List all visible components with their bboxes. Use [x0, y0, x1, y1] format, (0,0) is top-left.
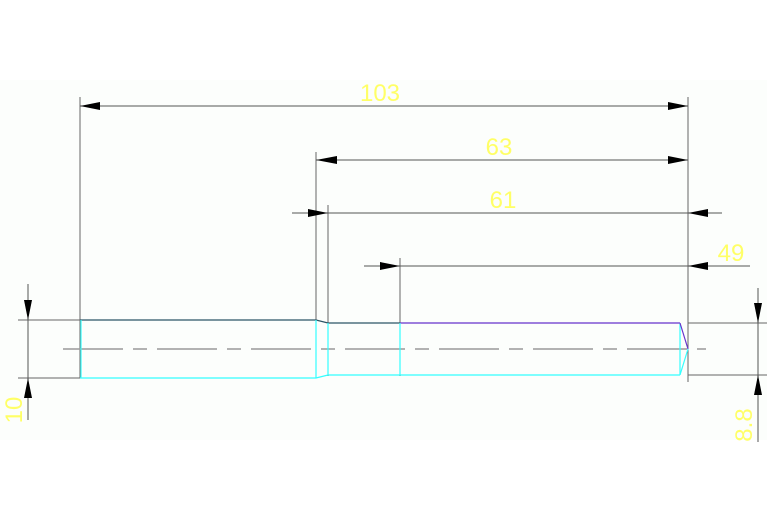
- shaft-part[interactable]: [80, 319, 689, 379]
- drawing-area: [0, 80, 767, 440]
- dimension-text-61: 61: [490, 187, 517, 214]
- dimension-text-63: 63: [486, 134, 513, 161]
- dimension-text-103: 103: [360, 80, 400, 107]
- dimension-49[interactable]: 49: [364, 240, 750, 270]
- dimension-103[interactable]: 103: [80, 80, 688, 110]
- dimension-text-49: 49: [718, 240, 745, 267]
- dimension-text-8-8: 8.8: [731, 408, 758, 441]
- dimension-text-10: 10: [1, 397, 28, 424]
- dimension-61[interactable]: 61: [292, 187, 722, 217]
- dimension-8-8[interactable]: 8.8: [731, 288, 762, 442]
- dimension-10[interactable]: 10: [1, 284, 32, 423]
- dimension-63[interactable]: 63: [316, 134, 688, 164]
